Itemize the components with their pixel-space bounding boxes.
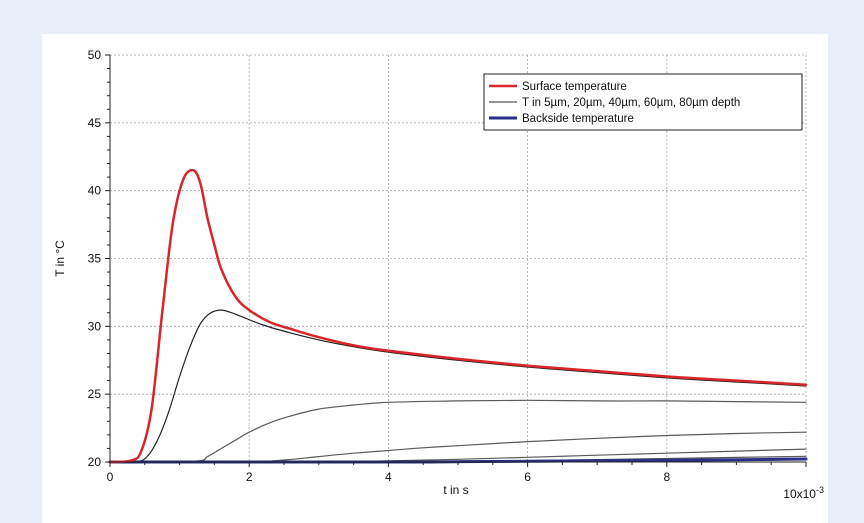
legend: Surface temperature T in 5µm, 20µm, 40µm,… (483, 73, 803, 131)
x-tick-label: 6 (524, 470, 531, 484)
series-line-40-m-depth (109, 431, 807, 463)
legend-label: T in 5µm, 20µm, 40µm, 60µm, 80µm depth (522, 97, 740, 109)
x-tick-label: 0 (107, 470, 114, 484)
legend-label: Backside temperature (522, 113, 634, 125)
ticks: 20 25 30 35 40 45 50 0 2 4 6 8 (88, 48, 807, 484)
x-multiplier-base: 10x10 (783, 487, 816, 501)
x-multiplier-exponent: -3 (816, 485, 824, 495)
legend-label: Surface temperature (522, 81, 627, 93)
x-tick-label: 2 (246, 470, 253, 484)
y-tick-label: 50 (88, 48, 102, 62)
y-tick-label: 40 (88, 184, 102, 198)
x-axis-label: t in s (443, 483, 468, 497)
y-tick-label: 20 (88, 455, 102, 469)
y-tick-label: 30 (88, 319, 102, 333)
y-tick-label: 25 (88, 387, 102, 401)
y-tick-label: 45 (88, 116, 102, 130)
y-tick-label: 35 (88, 252, 102, 266)
legend-box (483, 73, 803, 131)
y-axis-label: T in °C (53, 240, 67, 277)
series-line-surface-temperature (108, 168, 808, 464)
x-multiplier-label: 10x10-3 (783, 485, 824, 501)
x-tick-label: 4 (385, 470, 392, 484)
x-tick-label: 8 (663, 470, 670, 484)
series-line-t-in-5-m-20-m-40-m-60-m-80-m-depth (109, 309, 807, 463)
series-line-20-m-depth (109, 399, 807, 463)
series-layer (108, 168, 808, 464)
